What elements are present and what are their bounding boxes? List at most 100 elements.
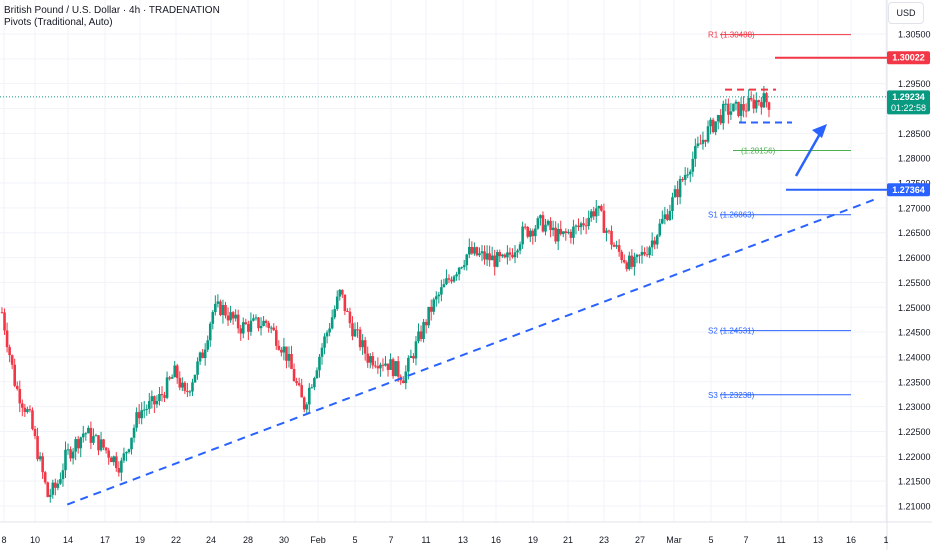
currency-button[interactable]: USD xyxy=(888,2,924,24)
candle-body xyxy=(221,305,225,316)
candle-body xyxy=(267,323,270,328)
price-tick-label: 1.30500 xyxy=(898,30,931,40)
candle-body xyxy=(236,314,240,329)
candle-body xyxy=(760,102,763,108)
candle-body xyxy=(663,214,667,219)
time-tick-label: 17 xyxy=(100,535,110,545)
candle-body xyxy=(38,456,42,460)
candle-body xyxy=(109,457,113,463)
candle-body xyxy=(501,254,504,257)
candle-body xyxy=(511,254,514,258)
price-tick-label: 1.22500 xyxy=(898,427,931,437)
pivot-label: R1 (1.30488) xyxy=(708,31,755,40)
time-tick-label: 13 xyxy=(458,535,468,545)
candle-body xyxy=(351,323,354,337)
candle-body xyxy=(752,99,756,109)
candle-body xyxy=(739,104,743,116)
candle-body xyxy=(727,103,730,115)
candle-body xyxy=(602,210,606,233)
time-tick-label: 7 xyxy=(388,535,393,545)
candle-body xyxy=(493,255,496,267)
candle-body xyxy=(589,211,593,218)
candle-body xyxy=(117,468,121,473)
candle-body xyxy=(295,381,298,384)
price-tick-label: 1.29500 xyxy=(898,79,931,89)
candle-body xyxy=(633,256,636,267)
candle-body xyxy=(673,189,677,198)
candle-body xyxy=(239,328,243,334)
candle-body xyxy=(503,254,507,258)
price-tick-label: 1.25500 xyxy=(898,278,931,288)
candle-body xyxy=(247,324,250,332)
time-tick-label: 8 xyxy=(1,535,6,545)
candle-body xyxy=(696,143,700,147)
candle-body xyxy=(208,323,212,341)
time-tick-label: 13 xyxy=(813,535,823,545)
symbol-title[interactable]: British Pound / U.S. Dollar · 4h · TRADE… xyxy=(4,5,220,16)
candle-body xyxy=(445,278,448,285)
candle-body xyxy=(442,284,446,288)
candle-body xyxy=(615,245,618,247)
candle-body xyxy=(244,322,248,325)
time-tick-label: 23 xyxy=(599,535,609,545)
candle-body xyxy=(734,101,738,104)
candle-body xyxy=(391,359,395,377)
candle-body xyxy=(620,251,623,260)
candle-body xyxy=(43,472,47,483)
candle-body xyxy=(711,119,715,133)
candle-body xyxy=(196,361,199,375)
price-tick-label: 1.25000 xyxy=(898,303,931,313)
candle-body xyxy=(681,179,684,181)
candle-body xyxy=(666,214,669,220)
time-tick-label: 16 xyxy=(491,535,501,545)
candle-body xyxy=(165,377,169,398)
candle-body xyxy=(709,119,712,127)
candle-body xyxy=(330,317,334,329)
candle-body xyxy=(508,252,512,255)
candle-body xyxy=(292,368,296,382)
candle-body xyxy=(302,397,306,410)
candle-body xyxy=(650,240,654,248)
candle-body xyxy=(323,336,326,348)
candle-body xyxy=(417,331,420,342)
candle-body xyxy=(272,327,276,331)
price-tick-label: 1.26500 xyxy=(898,228,931,238)
candle-body xyxy=(724,103,728,105)
indicator-label[interactable]: Pivots (Traditional, Auto) xyxy=(4,17,113,28)
candle-body xyxy=(325,332,329,337)
candle-body xyxy=(361,340,364,348)
candle-body xyxy=(414,341,418,359)
candle-body xyxy=(3,312,6,331)
candle-body xyxy=(470,246,474,254)
candle-body xyxy=(526,227,530,237)
candle-body xyxy=(754,100,758,109)
candle-body xyxy=(610,231,613,245)
candle-body xyxy=(457,267,461,275)
candle-body xyxy=(638,254,641,256)
candle-body xyxy=(716,115,720,122)
candle-body xyxy=(635,254,639,257)
candle-body xyxy=(744,110,748,112)
candle-body xyxy=(617,245,621,252)
candle-body xyxy=(521,226,524,245)
current-price-tag-bg xyxy=(887,90,930,115)
candle-body xyxy=(407,357,410,372)
candle-body xyxy=(483,251,486,260)
candle-body xyxy=(18,389,22,404)
candle-body xyxy=(513,252,517,258)
candle-body xyxy=(422,321,425,339)
candle-body xyxy=(333,309,336,318)
candle-body xyxy=(181,382,184,388)
candle-body xyxy=(485,253,489,260)
candle-body xyxy=(191,382,194,392)
candle-body xyxy=(424,321,428,326)
candle-body xyxy=(678,179,682,198)
time-tick-label: 30 xyxy=(279,535,289,545)
price-tick-label: 1.21000 xyxy=(898,502,931,512)
candle-body xyxy=(99,439,103,451)
candle-body xyxy=(643,251,646,255)
candle-body xyxy=(434,296,438,300)
candle-body xyxy=(432,299,436,312)
candle-body xyxy=(688,171,692,175)
